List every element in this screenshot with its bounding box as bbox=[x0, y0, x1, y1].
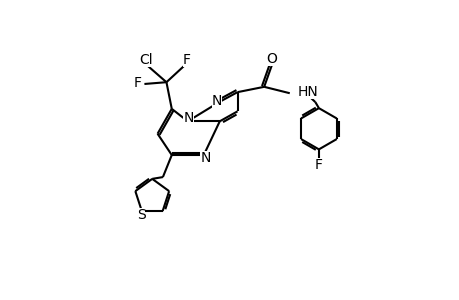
Text: F: F bbox=[134, 76, 142, 90]
Text: F: F bbox=[182, 53, 190, 67]
Text: S: S bbox=[136, 208, 145, 222]
Text: F: F bbox=[314, 158, 322, 172]
Text: N: N bbox=[211, 94, 222, 108]
Text: Cl: Cl bbox=[139, 53, 152, 67]
Text: O: O bbox=[266, 52, 277, 67]
Text: HN: HN bbox=[297, 85, 318, 99]
Text: N: N bbox=[183, 111, 193, 125]
Text: N: N bbox=[200, 151, 210, 165]
